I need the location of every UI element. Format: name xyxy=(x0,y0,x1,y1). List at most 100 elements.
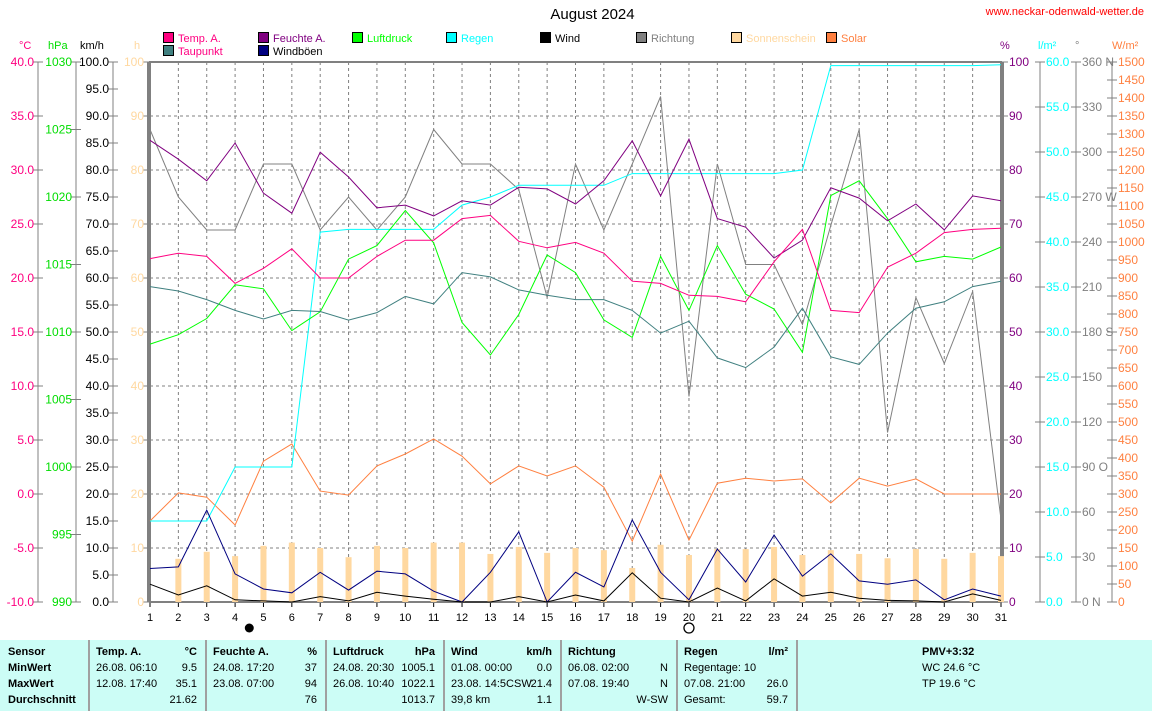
axis-label-solar: 1100 xyxy=(1118,199,1144,213)
axis-label-rain: 55.0 xyxy=(1046,100,1070,114)
x-tick-label: 12 xyxy=(456,612,468,624)
axis-label-solar: 450 xyxy=(1118,433,1138,447)
row-label: MaxWert xyxy=(8,678,54,690)
axis-label-hum: 10 xyxy=(1009,541,1023,555)
axis-label-solar: 1200 xyxy=(1118,163,1145,177)
axis-label-rain: 0.0 xyxy=(1046,595,1063,609)
x-tick-label: 31 xyxy=(995,612,1007,624)
axis-label-wind: 15.0 xyxy=(86,514,110,528)
series-line-wind xyxy=(149,572,1002,603)
legend-swatch xyxy=(258,45,269,56)
series-line-feuchte-a- xyxy=(149,137,1002,259)
sunshine-bar xyxy=(685,555,692,602)
legend-swatch xyxy=(826,32,837,43)
axis-label-wind: 70.0 xyxy=(86,217,110,231)
axis-label-wind: 80.0 xyxy=(86,163,110,177)
axis-label-hum: 100 xyxy=(1009,55,1029,69)
table-column: Temp. A. °C 26.08. 06:10 9.5 12.08. 17:40 35.… xyxy=(88,640,205,711)
legend-item: Wind xyxy=(540,32,580,45)
column-title: Temp. A. xyxy=(96,646,142,658)
cell-timestamp: Gesamt: xyxy=(684,694,726,706)
series-line-windböen xyxy=(149,509,1002,603)
cell-value: 1005.1 xyxy=(401,662,435,674)
axis-label-wind: 25.0 xyxy=(86,460,110,474)
axis-label-temp: 10.0 xyxy=(11,379,35,393)
axis-label-wind: 45.0 xyxy=(86,352,110,366)
sunshine-bar xyxy=(317,548,324,602)
axis-label-solar: 1250 xyxy=(1118,145,1145,159)
legend-label: Taupunkt xyxy=(178,46,223,58)
x-tick-label: 3 xyxy=(204,612,210,624)
sunshine-bar xyxy=(487,553,494,602)
x-tick-label: 22 xyxy=(740,612,752,624)
x-tick-label: 15 xyxy=(541,612,553,624)
axis-label-press: 1015 xyxy=(45,258,72,272)
axis-label-hum: 40 xyxy=(1009,379,1023,393)
axis-label-dir: 150 xyxy=(1082,370,1102,384)
x-tick-label: 9 xyxy=(374,612,380,624)
legend-item: Regen xyxy=(446,32,493,45)
sunshine-bar xyxy=(771,546,778,602)
axis-label-dir: 30 xyxy=(1082,550,1096,564)
axis-label-dir: 90 O xyxy=(1082,460,1108,474)
x-tick-label: 8 xyxy=(346,612,352,624)
sunshine-bar xyxy=(799,555,806,602)
sunshine-bar xyxy=(941,558,948,602)
cell-value: N xyxy=(660,678,668,690)
axis-label-hum: 90 xyxy=(1009,109,1023,123)
axis-label-rain: 25.0 xyxy=(1046,370,1070,384)
axis-label-solar: 350 xyxy=(1118,469,1138,483)
axis-label-dir: 240 xyxy=(1082,235,1102,249)
axis-label-dir: 330 xyxy=(1082,100,1102,114)
legend-item: Sonnenschein xyxy=(731,32,816,45)
axis-label-press: 1030 xyxy=(45,55,72,69)
legend-label: Luftdruck xyxy=(367,33,413,45)
axis-label-wind: 35.0 xyxy=(86,406,110,420)
legend-label: Solar xyxy=(841,33,867,45)
x-tick-label: 28 xyxy=(910,612,922,624)
axis-label-solar: 900 xyxy=(1118,271,1138,285)
axis-label-solar: 200 xyxy=(1118,523,1138,537)
cell-value: 1013.7 xyxy=(401,694,435,706)
axis-label-wind: 75.0 xyxy=(86,190,110,204)
cell-timestamp: Regentage: 10 xyxy=(684,662,757,674)
sunshine-bar xyxy=(629,567,636,602)
axis-label-solar: 0 xyxy=(1118,595,1125,609)
axis-label-press: 1005 xyxy=(45,393,72,407)
axis-label-sun: 60 xyxy=(131,271,145,285)
site-url[interactable]: www.neckar-odenwald-wetter.de xyxy=(985,6,1144,18)
column-title: Luftdruck xyxy=(333,646,384,658)
axis-label-wind: 90.0 xyxy=(86,109,110,123)
cell-value: 35.1 xyxy=(175,678,197,690)
axis-label-solar: 1500 xyxy=(1118,55,1145,69)
sunshine-bar xyxy=(742,549,749,602)
axis-label-solar: 700 xyxy=(1118,343,1138,357)
axis-label-dir: 300 xyxy=(1082,145,1102,159)
cell-value: 21.4 xyxy=(530,678,552,690)
x-tick-label: 10 xyxy=(399,612,411,624)
axis-label-solar: 1400 xyxy=(1118,91,1145,105)
sunshine-bar xyxy=(345,557,352,602)
legend-item: Luftdruck xyxy=(352,32,412,45)
sunshine-bar xyxy=(175,558,182,602)
x-tick-label: 1 xyxy=(147,612,153,624)
axis-unit-press: hPa xyxy=(48,40,68,52)
x-tick-label: 29 xyxy=(938,612,950,624)
row-label: Durchschnitt xyxy=(8,694,76,706)
legend-swatch xyxy=(446,32,457,43)
x-tick-label: 5 xyxy=(260,612,266,624)
row-label: Sensor xyxy=(8,646,46,658)
axis-label-temp: 25.0 xyxy=(11,217,35,231)
series-line-solar xyxy=(149,438,1001,543)
axis-label-hum: 80 xyxy=(1009,163,1023,177)
sunshine-bar xyxy=(544,552,551,602)
legend-swatch xyxy=(258,32,269,43)
legend-item: Feuchte A. xyxy=(258,32,326,45)
x-tick-label: 18 xyxy=(626,612,638,624)
legend-swatch xyxy=(163,45,174,56)
sunshine-bar xyxy=(912,549,919,602)
cell-value: N xyxy=(660,662,668,674)
axis-unit-rain: l/m² xyxy=(1038,40,1057,52)
x-tick-label: 6 xyxy=(289,612,295,624)
axis-unit-solar: W/m² xyxy=(1112,40,1139,52)
